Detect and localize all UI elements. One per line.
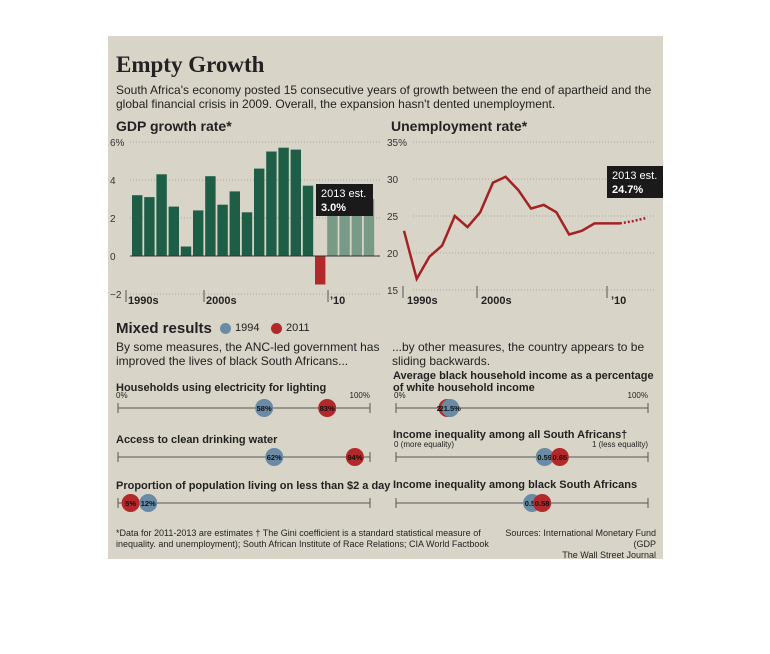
electricity-min-label: 0% <box>116 391 128 400</box>
income-ratio-label: Average black household income as a perc… <box>393 370 654 394</box>
gdp-bar <box>278 147 289 256</box>
gdp-bar <box>144 197 155 256</box>
water-2011-dot <box>345 448 364 466</box>
electricity-2011-dot-label: 83% <box>320 404 335 413</box>
legend-1994-label: 1994 <box>235 322 260 334</box>
gdp-annotation-value: 3.0% <box>321 202 346 214</box>
gdp-bar <box>132 195 143 256</box>
income-ratio-min-label: 0% <box>394 391 406 400</box>
poverty-1994-dot-label: 12% <box>141 499 156 508</box>
legend-1994: 1994 <box>220 322 259 334</box>
unemp-annotation-label: 2013 est. <box>612 170 657 182</box>
gdp-bar <box>266 151 277 256</box>
dot-2011-icon <box>271 322 282 334</box>
gdp-bar <box>193 210 204 256</box>
source-line-2: The Wall Street Journal <box>562 550 656 560</box>
gdp-bar <box>339 197 350 256</box>
inequality-black-label: Income inequality among black South Afri… <box>393 479 638 491</box>
gdp-bar <box>315 256 326 285</box>
gdp-ytick-label: 6% <box>110 138 125 149</box>
infographic-panel: Empty Growth South Africa's economy post… <box>108 36 663 561</box>
income-ratio-max-label: 100% <box>628 391 648 400</box>
income-ratio-1994-dot <box>441 399 460 417</box>
gdp-bar <box>156 174 167 256</box>
dot-plot-comparisons: 0%100%58%83%62%94%5%12%0%100%20.4%21.5%0… <box>116 391 649 512</box>
unemp-xtick-label: 1990s <box>407 295 438 307</box>
poverty-2011-dot <box>121 494 140 512</box>
unemp-ytick-label: 35% <box>387 138 407 149</box>
unemp-ytick-label: 15 <box>387 286 399 297</box>
electricity-2011-dot <box>318 399 337 417</box>
unemp-series-line-est <box>619 217 646 225</box>
gdp-bar <box>241 212 253 256</box>
unemp-annotation-box <box>607 166 663 198</box>
inequality-black-1994-dot-label: 0.54 <box>525 499 540 508</box>
electricity-1994-dot-label: 58% <box>257 404 272 413</box>
inequality-all-1994-dot <box>535 448 554 466</box>
unemp-xtick-label: ’10 <box>611 295 626 307</box>
gdp-bar <box>180 246 192 256</box>
page-title: Empty Growth <box>116 52 265 77</box>
footnote: *Data for 2011-2013 are estimates † The … <box>116 528 489 549</box>
gdp-bar <box>327 200 338 256</box>
gdp-xtick-label: 2000s <box>206 295 237 307</box>
legend-2011-label: 2011 <box>286 322 310 334</box>
unemp-annotation-value: 24.7% <box>612 184 643 196</box>
right-intro: ...by other measures, the country appear… <box>392 340 645 368</box>
electricity-label: Households using electricity for lightin… <box>116 382 327 394</box>
inequality-black-2011-dot <box>533 494 552 512</box>
inequality-all-1994-dot-label: 0.59 <box>537 453 552 462</box>
source: Sources: International Monetary Fund (GD… <box>498 528 656 561</box>
gdp-bar <box>229 191 240 256</box>
inequality-all-min-label: 0 (more equality) <box>394 440 454 449</box>
unemp-series-line <box>402 175 620 283</box>
inequality-black-2011-dot-label: 0.58 <box>535 499 550 508</box>
dot-1994-icon <box>220 322 231 334</box>
unemployment-chart-title: Unemployment rate* <box>391 118 528 134</box>
gdp-ytick-label: 0 <box>110 252 116 263</box>
gdp-chart-title: GDP growth rate* <box>116 118 232 134</box>
gdp-xtick-label: ’10 <box>330 295 345 307</box>
gdp-bar <box>363 199 375 256</box>
gdp-annotation-label: 2013 est. <box>321 188 366 200</box>
poverty-1994-dot <box>139 494 158 512</box>
water-2011-dot-label: 94% <box>347 453 362 462</box>
water-1994-dot-label: 62% <box>267 453 282 462</box>
gdp-bar <box>168 206 179 256</box>
gdp-bar <box>290 149 301 256</box>
water-1994-dot <box>265 448 284 466</box>
inequality-all-label: Income inequality among all South Africa… <box>393 429 628 441</box>
gdp-annotation-box <box>316 184 373 216</box>
inequality-all-2011-dot-label: 0.65 <box>552 453 567 462</box>
unemployment-chart: 35% 30 25 20 15 1990s 2000s ’10 2013 est. 24.7% <box>387 138 663 307</box>
unemp-ytick-label: 20 <box>387 249 399 260</box>
left-intro: By some measures, the ANC-led government… <box>116 340 380 368</box>
gdp-bar <box>254 168 265 256</box>
gdp-ytick-label: 4 <box>110 176 116 187</box>
gdp-bar <box>205 176 216 256</box>
legend-2011: 2011 <box>271 322 310 334</box>
poverty-label: Proportion of population living on less … <box>116 480 391 492</box>
subtitle: South Africa's economy posted 15 consecu… <box>116 83 652 111</box>
gdp-bar <box>302 185 314 256</box>
unemp-xtick-label: 2000s <box>481 295 512 307</box>
gdp-xtick-label: 1990s <box>128 295 159 307</box>
electricity-max-label: 100% <box>350 391 370 400</box>
water-label: Access to clean drinking water <box>116 434 278 446</box>
poverty-2011-dot-label: 5% <box>125 499 136 508</box>
unemp-ytick-label: 25 <box>387 212 399 223</box>
mixed-results-heading: Mixed results <box>116 320 212 337</box>
gdp-chart: 6% 4 2 0 −2 1990s 2000s ’10 2013 est. 3.0% <box>110 138 380 307</box>
source-line-1: Sources: International Monetary Fund (GD… <box>505 528 656 549</box>
gdp-ytick-label: −2 <box>110 290 122 301</box>
gdp-bar <box>217 204 228 256</box>
electricity-1994-dot <box>255 399 274 417</box>
inequality-all-max-label: 1 (less equality) <box>592 440 648 449</box>
gdp-bar <box>351 206 362 256</box>
unemp-ytick-label: 30 <box>387 175 399 186</box>
inequality-all-2011-dot <box>550 448 569 466</box>
income-ratio-1994-dot-label: 21.5% <box>440 404 462 413</box>
gdp-ytick-label: 2 <box>110 214 116 225</box>
